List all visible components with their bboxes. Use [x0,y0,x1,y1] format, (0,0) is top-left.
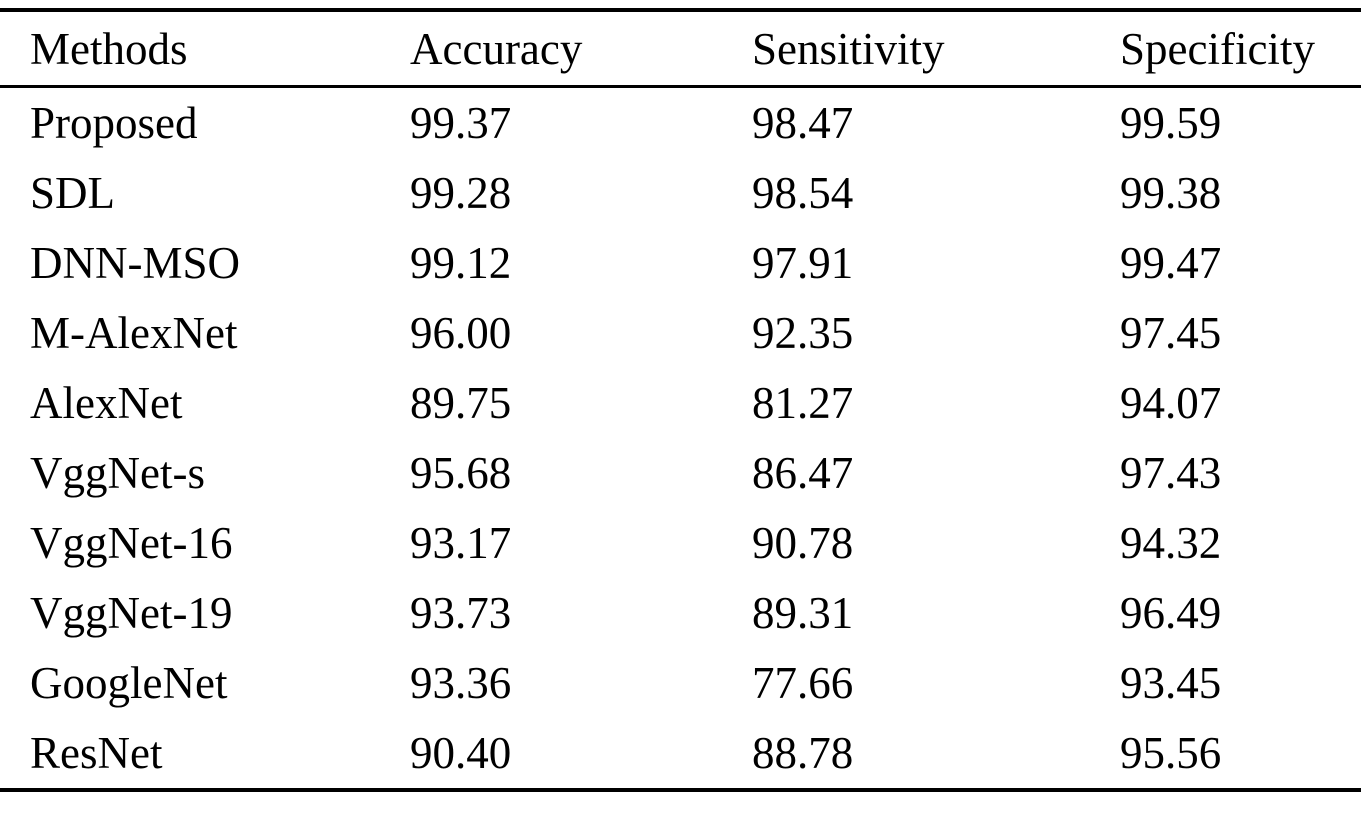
method-cell: VggNet-19 [30,588,233,638]
method-cell: Proposed [30,98,198,148]
column-header-methods: Methods [0,10,380,88]
sensitivity-cell: 92.35 [752,308,854,358]
accuracy-cell: 99.37 [410,98,512,148]
table-row: GoogleNet 93.36 77.66 93.45 [0,648,1361,718]
column-header-accuracy: Accuracy [380,10,722,88]
accuracy-cell: 93.36 [410,658,512,708]
accuracy-cell: 99.28 [410,168,512,218]
accuracy-cell: 93.17 [410,518,512,568]
specificity-cell: 93.45 [1120,658,1222,708]
specificity-cell: 99.47 [1120,238,1222,288]
table-row: M-AlexNet 96.00 92.35 97.45 [0,298,1361,368]
accuracy-cell: 93.73 [410,588,512,638]
method-cell: SDL [30,168,116,218]
specificity-cell: 97.45 [1120,308,1222,358]
table-row: Proposed 99.37 98.47 99.59 [0,87,1361,159]
specificity-cell: 94.32 [1120,518,1222,568]
specificity-cell: 97.43 [1120,448,1222,498]
table-row: VggNet-19 93.73 89.31 96.49 [0,578,1361,648]
column-header-specificity: Specificity [1090,10,1361,88]
sensitivity-cell: 86.47 [752,448,854,498]
accuracy-cell: 99.12 [410,238,512,288]
accuracy-cell: 89.75 [410,378,512,428]
method-cell: DNN-MSO [30,238,241,288]
sensitivity-cell: 89.31 [752,588,854,638]
table-row: VggNet-16 93.17 90.78 94.32 [0,508,1361,578]
header-row: Methods Accuracy Sensitivity Specificity [0,10,1361,88]
table-row: AlexNet 89.75 81.27 94.07 [0,368,1361,438]
sensitivity-cell: 77.66 [752,658,854,708]
accuracy-cell: 96.00 [410,308,512,358]
accuracy-cell: 90.40 [410,728,512,778]
method-cell: GoogleNet [30,658,228,708]
sensitivity-cell: 90.78 [752,518,854,568]
column-header-sensitivity: Sensitivity [722,10,1090,88]
table-row: DNN-MSO 99.12 97.91 99.47 [0,228,1361,298]
specificity-cell: 95.56 [1120,728,1222,778]
sensitivity-cell: 97.91 [752,238,854,288]
sensitivity-cell: 81.27 [752,378,854,428]
sensitivity-cell: 98.54 [752,168,854,218]
table-row: ResNet 90.40 88.78 95.56 [0,718,1361,790]
specificity-cell: 99.59 [1120,98,1222,148]
method-cell: VggNet-s [30,448,205,498]
table-body: Proposed 99.37 98.47 99.59 SDL 99.28 98.54 99.3… [0,87,1361,791]
method-cell: M-AlexNet [30,308,238,358]
specificity-cell: 96.49 [1120,588,1222,638]
method-cell: VggNet-16 [30,518,233,568]
table-header: Methods Accuracy Sensitivity Specificity [0,10,1361,88]
method-cell: AlexNet [30,378,183,428]
sensitivity-cell: 98.47 [752,98,854,148]
method-cell: ResNet [30,728,163,778]
table-row: VggNet-s 95.68 86.47 97.43 [0,438,1361,508]
methods-comparison-table: Methods Accuracy Sensitivity Specificity… [0,8,1361,792]
accuracy-cell: 95.68 [410,448,512,498]
specificity-cell: 99.38 [1120,168,1222,218]
specificity-cell: 94.07 [1120,378,1222,428]
sensitivity-cell: 88.78 [752,728,854,778]
table-row: SDL 99.28 98.54 99.38 [0,158,1361,228]
